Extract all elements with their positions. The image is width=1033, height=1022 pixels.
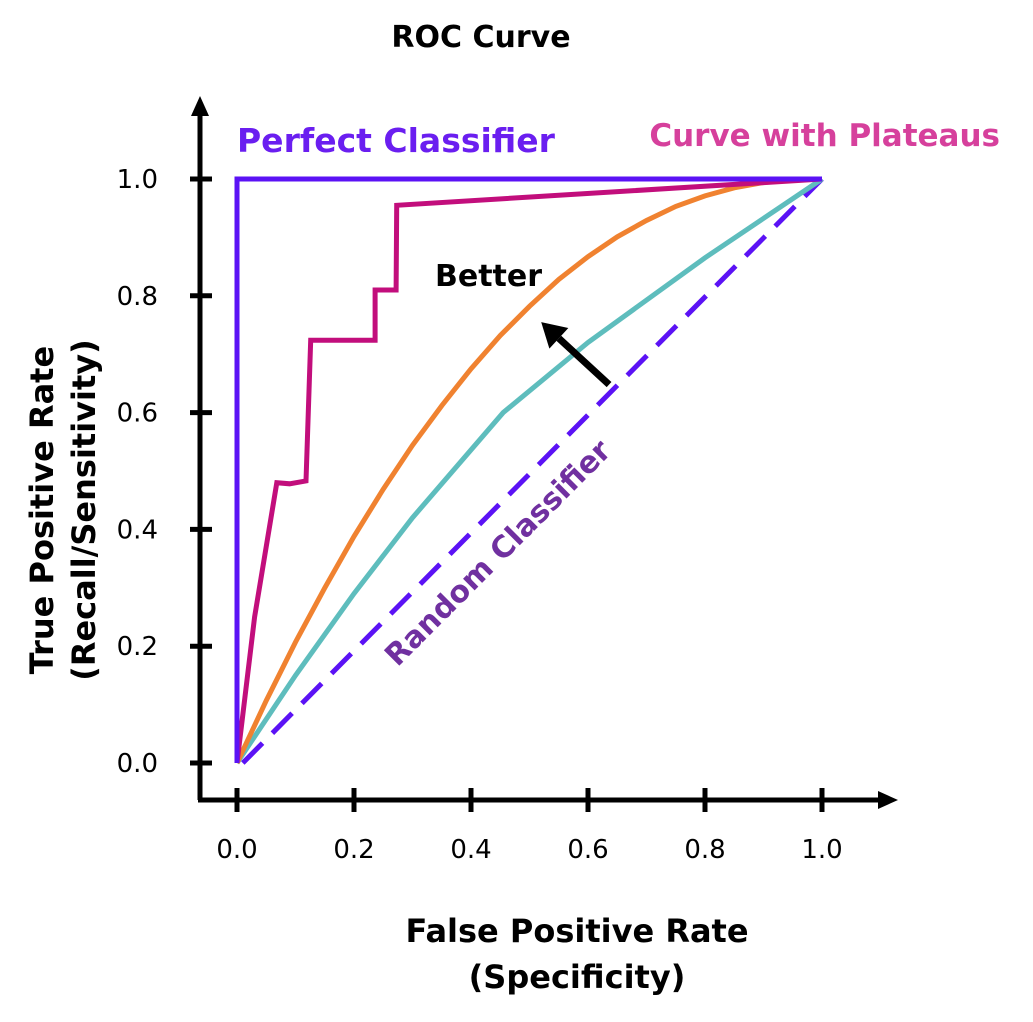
better-arrow-shaft bbox=[556, 335, 612, 388]
x-tick-label: 0.2 bbox=[333, 835, 374, 865]
series-line-1 bbox=[234, 176, 823, 764]
chart-title: ROC Curve bbox=[391, 20, 570, 55]
x-axis-label-line2: (Specificity) bbox=[469, 958, 686, 996]
y-tick-label: 0.2 bbox=[117, 632, 158, 662]
x-tick-label: 0.0 bbox=[216, 835, 257, 865]
x-tick-label: 1.0 bbox=[801, 835, 842, 865]
better-arrow-head bbox=[541, 322, 569, 349]
x-axis-arrowhead bbox=[878, 791, 898, 809]
y-axis-label-line2: (Recall/Sensitivity) bbox=[65, 339, 103, 681]
x-tick-label: 0.4 bbox=[450, 835, 491, 865]
series-line-3 bbox=[234, 176, 824, 765]
y-tick-label: 1.0 bbox=[117, 165, 158, 195]
better-annotation: Better bbox=[435, 259, 542, 294]
x-tick-label: 0.8 bbox=[684, 835, 725, 865]
x-tick-label: 0.6 bbox=[567, 835, 608, 865]
series-line-2 bbox=[234, 176, 823, 765]
y-axis-arrowhead bbox=[191, 96, 209, 116]
y-axis-label-line1: True Positive Rate bbox=[23, 346, 61, 674]
legend-curve-with-plateaus: Curve with Plateaus bbox=[649, 118, 1000, 154]
x-axis-label-line1: False Positive Rate bbox=[405, 912, 748, 950]
axes bbox=[191, 96, 898, 809]
y-tick-label: 0.8 bbox=[117, 282, 158, 312]
legend-random-classifier: Random Classifier bbox=[378, 433, 618, 673]
y-tick-label: 0.6 bbox=[117, 399, 158, 429]
legend-perfect-classifier: Perfect Classifier bbox=[237, 121, 556, 160]
y-tick-label: 0.0 bbox=[117, 749, 158, 779]
series-line-4 bbox=[241, 177, 824, 765]
series-line-0 bbox=[234, 176, 822, 763]
y-tick-label: 0.4 bbox=[117, 515, 158, 545]
